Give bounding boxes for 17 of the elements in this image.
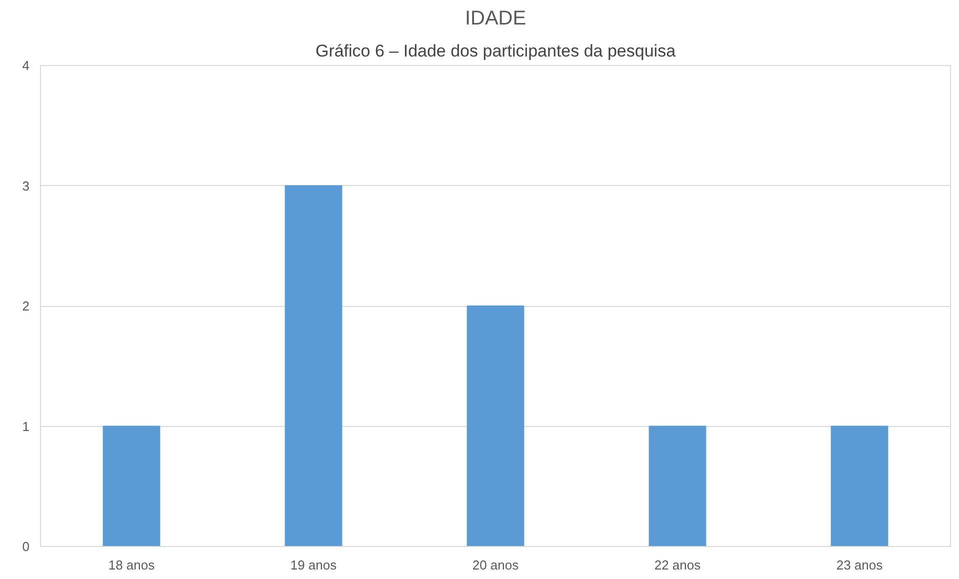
y-tick-label: 2 [22, 298, 30, 314]
y-tick-label: 4 [22, 58, 30, 73]
y-tick-label: 1 [22, 418, 30, 434]
bar [102, 426, 160, 546]
text: Gráfico 6 – Idade dos participantes da pesquisa [315, 42, 676, 60]
x-tick-label: 23 anos [836, 558, 884, 572]
x-tick-label: 20 anos [472, 558, 520, 572]
y-tick-label: 0 [22, 539, 30, 554]
bar [466, 306, 524, 546]
bar [648, 426, 706, 546]
x-tick-label: 22 anos [654, 558, 702, 572]
chart-title: IDADE [464, 8, 526, 30]
bar [830, 426, 888, 546]
x-tick-label: 18 anos [108, 558, 156, 572]
bar [284, 185, 342, 546]
x-tick-label: 19 anos [290, 558, 338, 572]
y-tick-label: 3 [22, 178, 30, 194]
